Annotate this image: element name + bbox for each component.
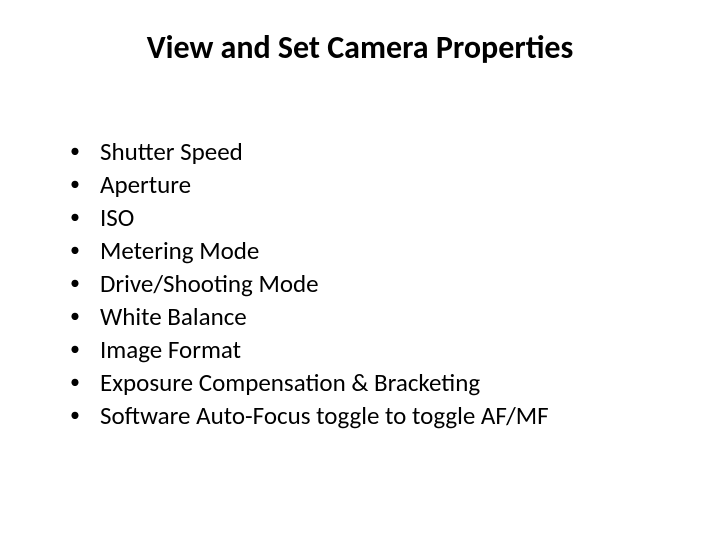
list-item: • ISO (70, 201, 660, 234)
bullet-icon: • (70, 267, 100, 299)
list-item: • White Balance (70, 300, 660, 333)
bullet-list: • Shutter Speed • Aperture • ISO • Meter… (60, 135, 660, 432)
list-item: • Exposure Compensation & Bracketing (70, 366, 660, 399)
bullet-text: Drive/Shooting Mode (100, 267, 660, 300)
list-item: • Aperture (70, 168, 660, 201)
bullet-icon: • (70, 234, 100, 266)
bullet-text: Image Format (100, 333, 660, 366)
bullet-icon: • (70, 366, 100, 398)
bullet-text: Software Auto-Focus toggle to toggle AF/… (100, 399, 660, 432)
list-item: • Metering Mode (70, 234, 660, 267)
bullet-text: Shutter Speed (100, 135, 660, 168)
bullet-text: ISO (100, 201, 660, 234)
list-item: • Image Format (70, 333, 660, 366)
list-item: • Shutter Speed (70, 135, 660, 168)
bullet-icon: • (70, 135, 100, 167)
bullet-text: White Balance (100, 300, 660, 333)
bullet-icon: • (70, 201, 100, 233)
bullet-icon: • (70, 399, 100, 431)
list-item: • Software Auto-Focus toggle to toggle A… (70, 399, 660, 432)
bullet-icon: • (70, 300, 100, 332)
bullet-text: Exposure Compensation & Bracketing (100, 366, 660, 399)
slide-title: View and Set Camera Properties (60, 28, 660, 67)
bullet-icon: • (70, 168, 100, 200)
bullet-text: Metering Mode (100, 234, 660, 267)
bullet-text: Aperture (100, 168, 660, 201)
list-item: • Drive/Shooting Mode (70, 267, 660, 300)
bullet-icon: • (70, 333, 100, 365)
